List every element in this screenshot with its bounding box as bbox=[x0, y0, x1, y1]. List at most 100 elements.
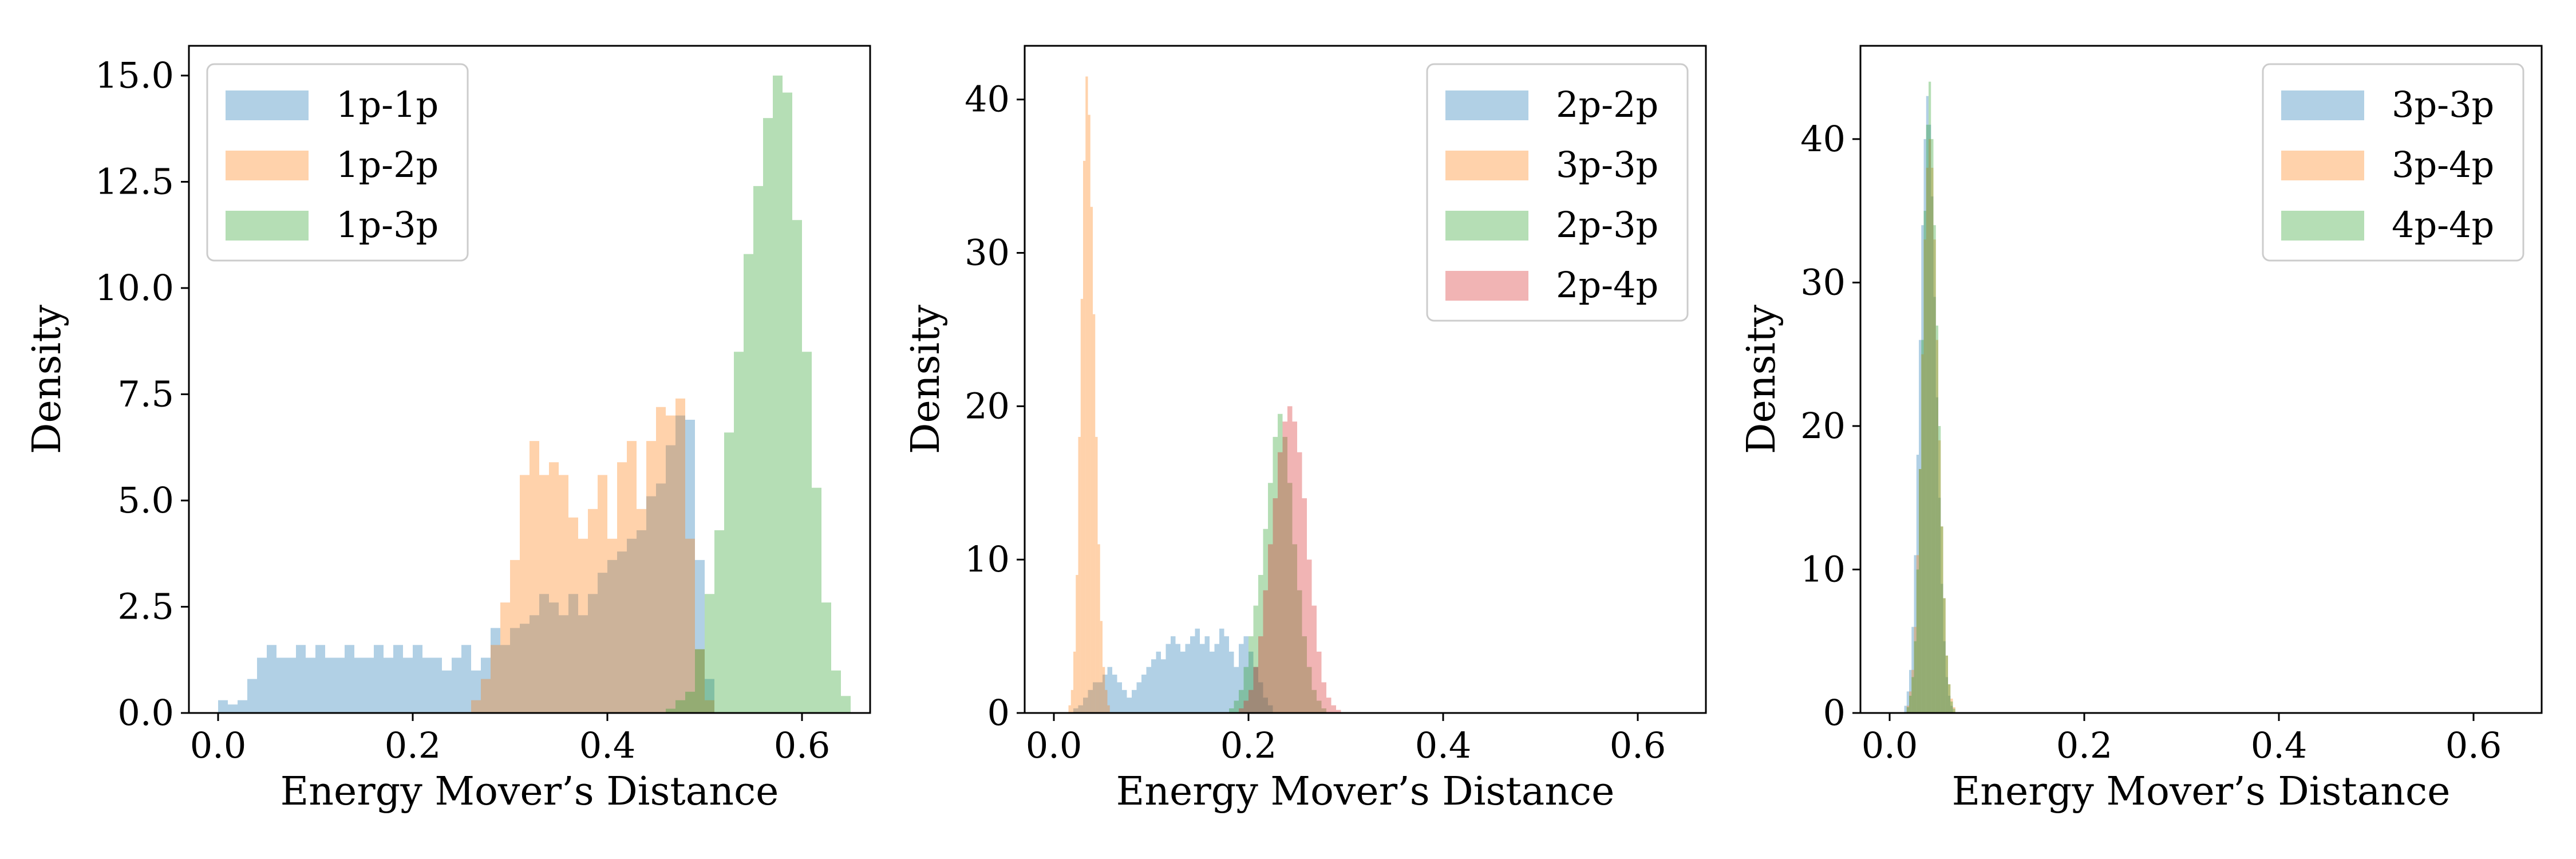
y-tick-label: 0 bbox=[987, 692, 1010, 734]
bar-1p-3p-0 bbox=[666, 708, 675, 713]
bar-2p-4p-19 bbox=[1331, 705, 1336, 713]
y-axis-title: Density bbox=[25, 304, 70, 454]
bar-1p-2p-11 bbox=[578, 538, 588, 713]
y-tick-label: 40 bbox=[965, 78, 1010, 120]
bar-3p-4p-6 bbox=[1921, 354, 1924, 713]
bar-2p-2p-39 bbox=[1263, 698, 1268, 713]
bar-1p-2p-15 bbox=[617, 462, 627, 713]
bar-1p-2p-17 bbox=[637, 509, 646, 713]
bar-1p-1p-45 bbox=[656, 483, 666, 713]
bar-1p-2p-21 bbox=[675, 398, 685, 713]
bar-1p-1p-47 bbox=[675, 415, 685, 713]
legend-swatch-2p-3p bbox=[1445, 211, 1528, 241]
bar-2p-4p-10 bbox=[1287, 406, 1293, 713]
bar-1p-3p-11 bbox=[773, 75, 783, 714]
bar-2p-4p-15 bbox=[1311, 605, 1317, 713]
bar-3p-3p-19 bbox=[1950, 706, 1953, 713]
bar-2p-3p-0 bbox=[1229, 708, 1234, 713]
bar-2p-3p-17 bbox=[1311, 689, 1317, 713]
y-tick-label: 30 bbox=[965, 232, 1010, 274]
series-3p-4p bbox=[1906, 139, 1955, 713]
bar-1p-1p-4 bbox=[257, 657, 267, 713]
bar-4p-4p-11 bbox=[1933, 225, 1936, 713]
histogram-panel-1: 0.0 0.2 0.4 0.6 0.0 2.5 5.0 7.5 10.0 12.5 15.0 Ener… bbox=[25, 45, 871, 814]
bar-3p-3p-5 bbox=[1916, 455, 1919, 713]
bar-2p-4p-14 bbox=[1307, 559, 1312, 713]
bar-2p-4p-18 bbox=[1326, 698, 1332, 713]
bar-3p-3p-7 bbox=[1921, 225, 1924, 713]
bar-2p-4p-12 bbox=[1297, 452, 1302, 713]
bar-2p-4p-17 bbox=[1321, 682, 1326, 713]
axes-frame bbox=[1024, 45, 1707, 714]
bar-1p-1p-40 bbox=[607, 559, 617, 713]
bar-3p-4p-16 bbox=[1945, 655, 1948, 713]
bar-3p-3p-11 bbox=[1931, 196, 1934, 713]
bar-4p-4p-0 bbox=[1906, 707, 1909, 713]
bar-3p-4p-0 bbox=[1906, 706, 1909, 713]
bar-2p-2p-10 bbox=[1122, 689, 1127, 713]
bar-2p-2p-24 bbox=[1190, 636, 1195, 713]
bar-2p-4p-6 bbox=[1268, 544, 1273, 713]
bar-2p-3p-9 bbox=[1273, 436, 1278, 713]
bar-4p-4p-10 bbox=[1931, 139, 1934, 713]
bar-2p-4p-13 bbox=[1302, 498, 1307, 713]
bar-1p-2p-8 bbox=[549, 462, 559, 713]
bar-2p-4p-2 bbox=[1249, 689, 1254, 713]
bar-3p-3p-0 bbox=[1068, 705, 1071, 713]
bar-1p-1p-32 bbox=[530, 615, 539, 713]
bar-3p-4p-12 bbox=[1935, 340, 1938, 713]
bar-3p-4p-2 bbox=[1911, 669, 1914, 713]
bar-3p-3p-4 bbox=[1914, 555, 1917, 713]
bar-2p-2p-16 bbox=[1151, 659, 1156, 713]
legend: 2p-2p 3p-3p 2p-3p 2p-4p bbox=[1426, 63, 1689, 322]
bar-2p-3p-8 bbox=[1268, 483, 1273, 713]
bar-1p-1p-2 bbox=[238, 700, 247, 713]
x-tick-label: 0.0 bbox=[190, 724, 247, 766]
bar-3p-3p-7 bbox=[1085, 76, 1088, 713]
bar-1p-2p-13 bbox=[598, 475, 607, 713]
bar-3p-3p-11 bbox=[1095, 436, 1098, 713]
bar-1p-1p-46 bbox=[666, 445, 675, 713]
axes-frame bbox=[1859, 45, 2543, 714]
bar-2p-2p-2 bbox=[1083, 698, 1088, 713]
bar-4p-4p-17 bbox=[1948, 684, 1951, 713]
bar-1p-1p-18 bbox=[393, 645, 403, 713]
legend-swatch-2p-4p bbox=[1445, 271, 1528, 301]
y-tick-label: 10 bbox=[1800, 548, 1846, 590]
y-tick-label: 0 bbox=[1823, 692, 1846, 734]
bar-2p-2p-6 bbox=[1103, 675, 1108, 713]
x-axis-title: Energy Mover’s Distance bbox=[1116, 769, 1615, 814]
legend-label-2p-3p: 2p-3p bbox=[1556, 204, 1658, 246]
bar-1p-1p-11 bbox=[325, 657, 335, 713]
bar-1p-1p-15 bbox=[364, 657, 374, 713]
bar-1p-1p-50 bbox=[705, 679, 714, 713]
series-2p-3p bbox=[1229, 413, 1326, 713]
bar-2p-2p-17 bbox=[1156, 651, 1161, 713]
bar-2p-3p-10 bbox=[1278, 413, 1283, 713]
bar-3p-4p-13 bbox=[1938, 440, 1941, 713]
bar-2p-2p-3 bbox=[1088, 689, 1093, 713]
bar-3p-3p-8 bbox=[1923, 139, 1926, 713]
bar-3p-3p-4 bbox=[1078, 436, 1081, 713]
bar-2p-4p-0 bbox=[1239, 708, 1244, 713]
bar-2p-2p-25 bbox=[1195, 628, 1200, 713]
legend-label-3p-3p: 3p-3p bbox=[2392, 84, 2494, 125]
legend-swatch-1p-2p bbox=[226, 151, 309, 180]
legend-label-2p-4p: 2p-4p bbox=[1556, 264, 1658, 306]
y-tick-label: 20 bbox=[965, 385, 1010, 427]
bar-2p-3p-14 bbox=[1297, 590, 1302, 713]
bar-2p-2p-13 bbox=[1136, 682, 1141, 713]
bar-1p-3p-5 bbox=[714, 530, 724, 713]
bar-1p-1p-39 bbox=[598, 573, 607, 713]
bar-2p-3p-19 bbox=[1321, 708, 1326, 713]
bar-3p-4p-15 bbox=[1943, 598, 1946, 713]
x-tick-label: 0.0 bbox=[1862, 724, 1918, 766]
bar-3p-3p-0 bbox=[1904, 706, 1907, 713]
bar-1p-1p-27 bbox=[481, 657, 491, 713]
bar-3p-4p-17 bbox=[1948, 684, 1951, 713]
bar-1p-1p-3 bbox=[247, 679, 257, 713]
bar-2p-2p-15 bbox=[1146, 667, 1151, 713]
bar-3p-3p-17 bbox=[1945, 677, 1948, 713]
bar-2p-4p-5 bbox=[1263, 590, 1268, 713]
bar-4p-4p-12 bbox=[1935, 325, 1938, 713]
